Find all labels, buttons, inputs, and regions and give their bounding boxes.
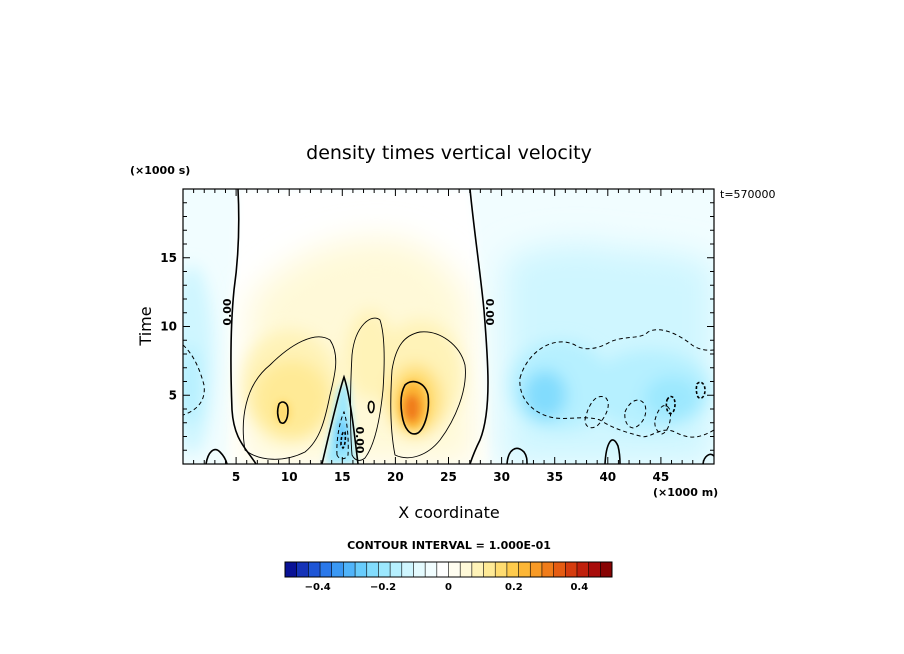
time-stamp: t=570000 — [720, 188, 776, 201]
colorbar-swatch — [495, 562, 508, 577]
colorbar-swatch — [565, 562, 578, 577]
colorbar-swatch — [530, 562, 543, 577]
contour-negative-inner-3 — [654, 405, 671, 435]
x-tick-label: 30 — [493, 470, 510, 484]
colorbar-swatch — [506, 562, 520, 577]
colorbar-swatch — [285, 562, 298, 577]
contour-negative-inner-1 — [584, 396, 609, 429]
colorbar-swatch — [413, 562, 426, 577]
contour-label-left: 0.00 — [221, 298, 234, 325]
x-tick-label: 25 — [440, 470, 457, 484]
x-tick-label: 15 — [334, 470, 351, 484]
colorbar-tick-label: 0.4 — [570, 582, 588, 593]
colorbar-swatch — [436, 562, 449, 577]
colorbar-swatch — [401, 562, 414, 577]
contour-label-center: 0.00 — [353, 426, 366, 453]
colorbar-swatch — [308, 562, 321, 577]
x-tick-label: 20 — [387, 470, 404, 484]
colorbar-swatch — [588, 562, 601, 577]
chart-title: density times vertical velocity — [306, 142, 592, 164]
colorbar-swatch — [320, 562, 333, 577]
contour-positive-right — [390, 331, 466, 459]
zero-contour-bottom-mid — [506, 447, 528, 464]
colorbar-swatch — [518, 562, 531, 577]
colorbar-swatch — [390, 562, 403, 577]
x-tick-label: 10 — [281, 470, 298, 484]
colorbar-swatch — [343, 562, 356, 577]
colorbar-tick-label: 0.2 — [505, 582, 523, 593]
colorbar-tick-label: −0.2 — [370, 582, 396, 593]
colorbar-tick-labels: −0.4 −0.2 0 0.2 0.4 — [305, 582, 589, 593]
colorbar-swatch — [296, 562, 309, 577]
positive-peaks — [275, 381, 427, 429]
colorbar-tick-label: −0.4 — [305, 582, 331, 593]
colorbar-swatch — [448, 562, 461, 577]
plot-area: 0.00 0.00 0.00 — [183, 189, 714, 464]
contour-negative-left — [183, 344, 205, 416]
colorbar-swatch — [366, 562, 379, 577]
x-axis-tick-labels: 5 10 15 20 25 30 35 40 45 — [232, 470, 669, 484]
colorbar-frame — [284, 561, 613, 578]
contour-min-right-1 — [665, 395, 676, 415]
colorbar-swatch — [331, 562, 344, 577]
contour-max-right — [400, 380, 430, 435]
colorbar-swatch — [553, 562, 566, 577]
colorbar-swatch — [600, 562, 613, 577]
y-axis-tick-labels: 5 10 15 — [160, 251, 177, 403]
x-tick-label: 45 — [653, 470, 670, 484]
zero-contour-left — [230, 189, 257, 464]
negative-left — [183, 265, 214, 455]
colorbar-swatch — [471, 562, 485, 577]
x-tick-label: 40 — [599, 470, 616, 484]
colorbar-swatch — [576, 562, 590, 577]
contour-positive-left — [242, 336, 337, 460]
y-axis-title: Time — [136, 306, 155, 346]
negative-right-core — [510, 340, 710, 430]
y-axis-ticks — [183, 202, 714, 451]
colorbar-swatch — [378, 562, 391, 577]
contour-max-middle — [367, 400, 375, 414]
colorbar-swatch — [460, 562, 473, 577]
contour-interval-note: CONTOUR INTERVAL = 1.000E-01 — [347, 539, 551, 552]
x-axis-ticks — [193, 189, 704, 464]
zero-contour-bottom-right — [604, 439, 621, 464]
contour-min-right-2 — [695, 381, 706, 399]
y-axis-unit: (×1000 s) — [130, 164, 190, 177]
colorbar-tick-label: 0 — [445, 582, 452, 593]
zero-contour-right — [469, 189, 489, 464]
contour-min-column — [340, 430, 347, 450]
x-axis-title: X coordinate — [398, 503, 499, 522]
contour-positive-middle — [350, 317, 385, 461]
zero-contour-center — [321, 374, 359, 464]
contour-negative-inner-2 — [624, 399, 647, 429]
contour-max-left — [276, 401, 289, 425]
y-tick-label: 15 — [160, 251, 177, 265]
colorbar-swatch — [483, 562, 496, 577]
x-tick-label: 35 — [546, 470, 563, 484]
x-tick-label: 5 — [232, 470, 240, 484]
x-axis-unit: (×1000 m) — [653, 486, 718, 499]
colorbar-swatch — [425, 562, 438, 577]
y-tick-label: 5 — [169, 388, 177, 402]
y-tick-label: 10 — [160, 320, 177, 334]
colorbar-swatch — [541, 562, 555, 577]
colorbar — [284, 561, 613, 578]
contour-label-right: 0.00 — [483, 298, 496, 325]
colorbar-swatch — [355, 562, 368, 577]
